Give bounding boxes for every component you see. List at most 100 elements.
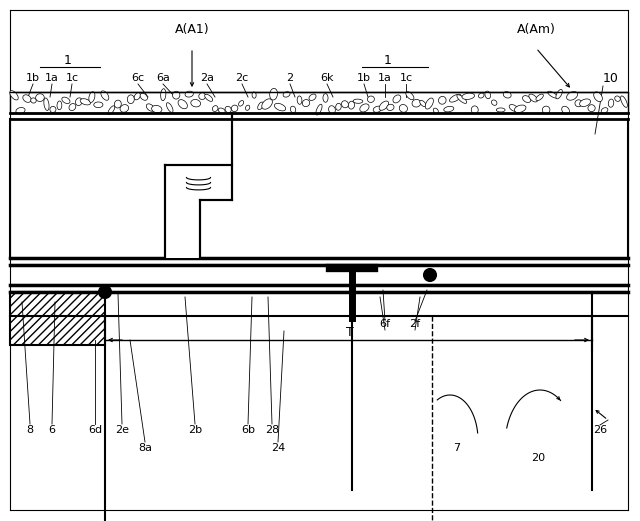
Text: A(A1): A(A1) [175, 23, 209, 36]
Text: 8a: 8a [138, 443, 152, 453]
Ellipse shape [80, 98, 91, 105]
Ellipse shape [239, 101, 244, 106]
Ellipse shape [246, 105, 250, 110]
Ellipse shape [615, 96, 620, 102]
Ellipse shape [360, 104, 369, 112]
Ellipse shape [134, 93, 140, 100]
Text: 20: 20 [531, 453, 545, 463]
Ellipse shape [89, 92, 95, 103]
Ellipse shape [420, 101, 426, 106]
Bar [10, 292, 105, 345]
Ellipse shape [580, 99, 591, 106]
Text: 2: 2 [287, 73, 294, 83]
Ellipse shape [205, 94, 212, 102]
Ellipse shape [178, 100, 188, 109]
Circle shape [424, 269, 436, 281]
Text: 1b: 1b [357, 73, 371, 83]
Ellipse shape [44, 98, 49, 110]
Ellipse shape [199, 93, 205, 100]
Ellipse shape [57, 101, 62, 110]
Text: T: T [346, 326, 354, 339]
Text: 1c: 1c [399, 73, 413, 83]
Ellipse shape [479, 93, 484, 98]
Bar [10, 265, 628, 285]
Ellipse shape [262, 99, 273, 109]
Ellipse shape [471, 106, 478, 114]
Ellipse shape [218, 108, 225, 113]
Ellipse shape [342, 101, 348, 108]
Ellipse shape [323, 94, 328, 102]
Ellipse shape [621, 96, 627, 107]
Ellipse shape [438, 96, 446, 104]
Bar [10, 119, 628, 258]
Ellipse shape [297, 96, 302, 104]
Ellipse shape [161, 89, 166, 101]
Ellipse shape [36, 94, 44, 102]
Text: 2b: 2b [188, 425, 202, 435]
Text: 1a: 1a [45, 73, 59, 83]
Ellipse shape [185, 91, 193, 97]
Text: 1: 1 [384, 54, 392, 67]
Ellipse shape [497, 108, 505, 112]
Ellipse shape [601, 108, 608, 113]
Ellipse shape [212, 106, 218, 111]
Ellipse shape [548, 91, 557, 98]
Ellipse shape [406, 92, 414, 100]
Ellipse shape [62, 97, 70, 104]
Ellipse shape [275, 103, 285, 111]
Ellipse shape [316, 104, 322, 115]
Text: 2a: 2a [200, 73, 214, 83]
Ellipse shape [492, 100, 497, 105]
Ellipse shape [10, 91, 19, 100]
Text: 10: 10 [603, 71, 619, 84]
Ellipse shape [166, 103, 173, 113]
Ellipse shape [509, 105, 518, 111]
Ellipse shape [147, 104, 154, 111]
Ellipse shape [232, 105, 238, 111]
Ellipse shape [348, 101, 355, 109]
Text: 6b: 6b [241, 425, 255, 435]
Ellipse shape [353, 99, 363, 103]
Ellipse shape [23, 95, 31, 102]
Ellipse shape [588, 105, 595, 111]
Ellipse shape [328, 106, 335, 114]
Ellipse shape [412, 100, 420, 107]
Ellipse shape [16, 107, 25, 114]
Ellipse shape [108, 106, 115, 115]
Ellipse shape [542, 106, 550, 114]
Ellipse shape [120, 105, 129, 112]
Ellipse shape [191, 100, 200, 107]
Ellipse shape [140, 93, 147, 101]
Ellipse shape [283, 92, 290, 97]
Ellipse shape [485, 91, 490, 98]
Ellipse shape [393, 95, 401, 103]
Ellipse shape [336, 103, 341, 110]
Ellipse shape [556, 90, 563, 99]
Text: 6c: 6c [131, 73, 145, 83]
Text: 2e: 2e [115, 425, 129, 435]
Ellipse shape [373, 106, 381, 113]
Ellipse shape [50, 106, 56, 113]
Ellipse shape [291, 106, 296, 113]
Ellipse shape [367, 96, 374, 103]
Ellipse shape [127, 95, 134, 104]
Text: 26: 26 [593, 425, 607, 435]
Ellipse shape [515, 105, 526, 113]
Text: 1a: 1a [378, 73, 392, 83]
Ellipse shape [399, 105, 408, 113]
Text: 7: 7 [453, 443, 461, 453]
Text: 1b: 1b [26, 73, 40, 83]
Text: 28: 28 [265, 425, 279, 435]
Ellipse shape [379, 101, 388, 110]
Ellipse shape [309, 94, 316, 101]
Ellipse shape [575, 100, 582, 107]
Ellipse shape [433, 108, 438, 114]
Ellipse shape [115, 100, 122, 108]
Ellipse shape [536, 94, 543, 101]
Ellipse shape [31, 98, 36, 103]
Text: 24: 24 [271, 443, 285, 453]
Text: 6k: 6k [320, 73, 333, 83]
Ellipse shape [449, 94, 461, 102]
Ellipse shape [594, 92, 602, 102]
Ellipse shape [302, 100, 310, 107]
